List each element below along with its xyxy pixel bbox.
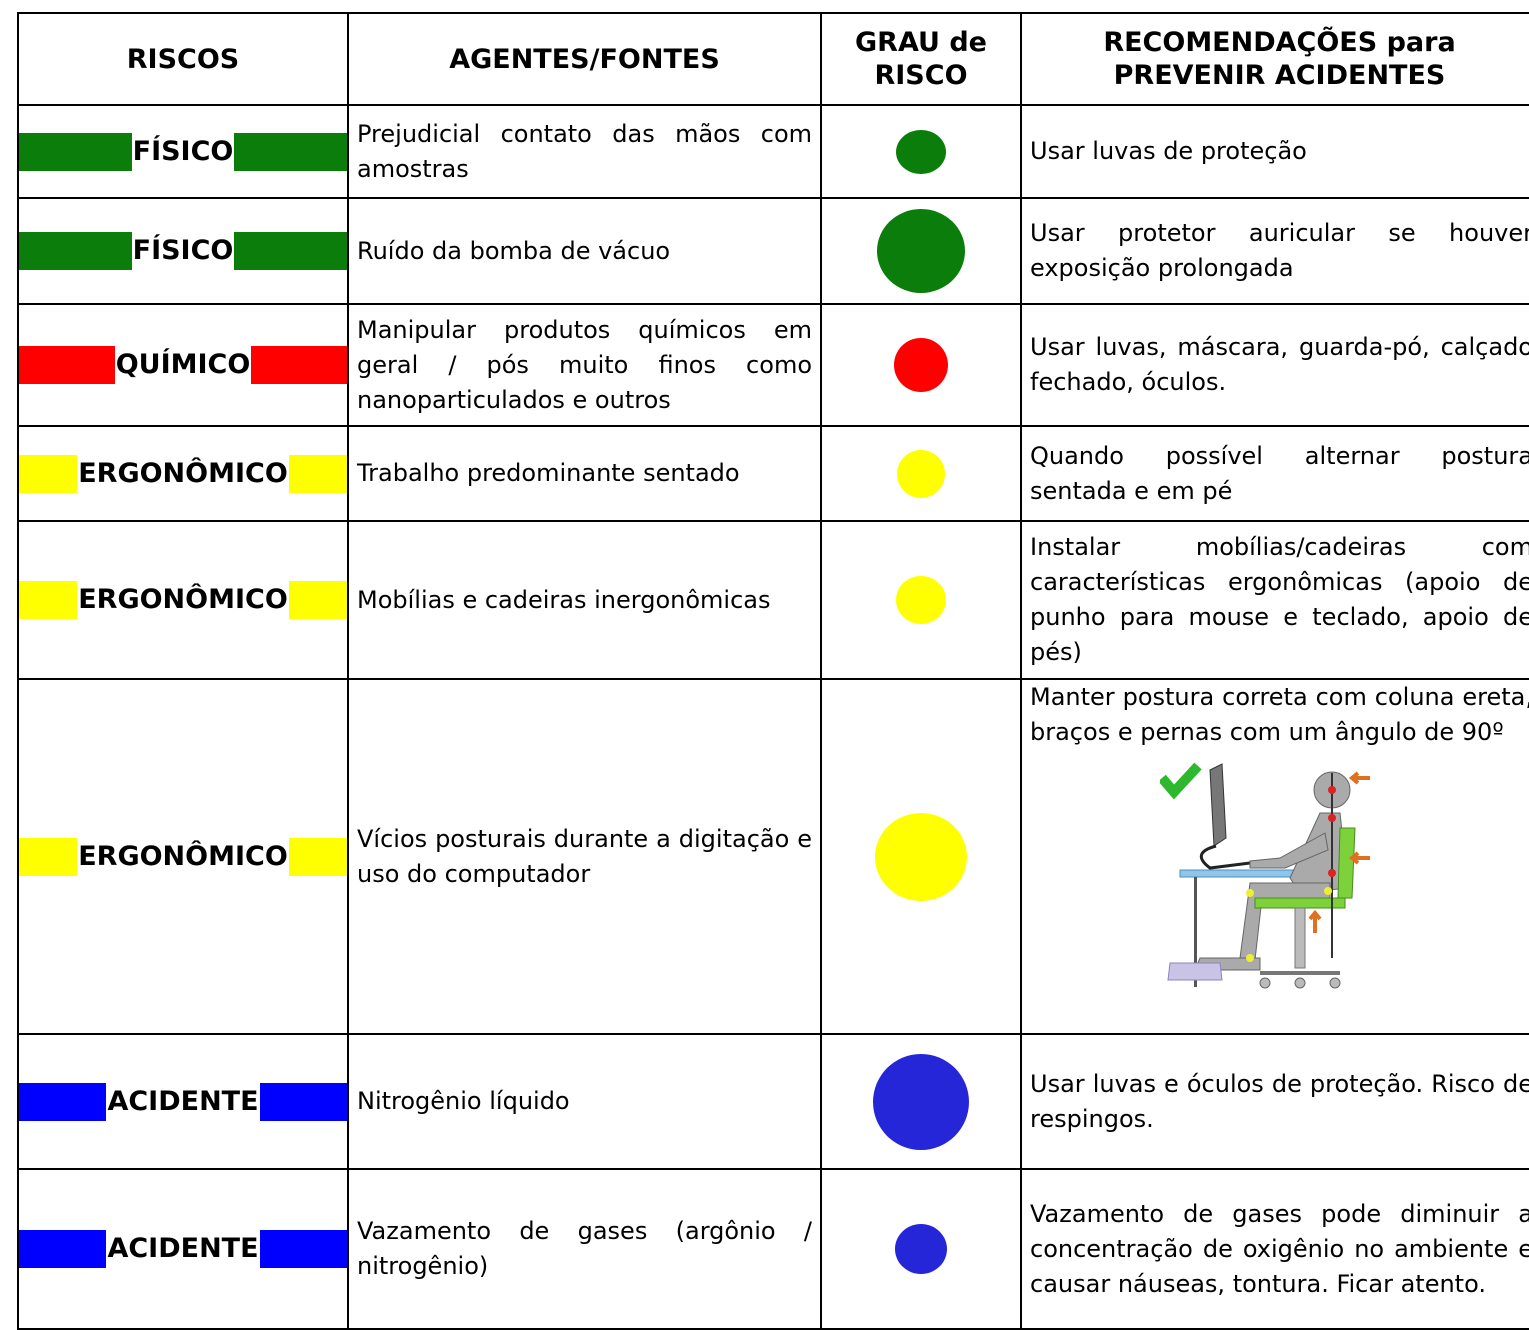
agent: Vazamento de gases (argônio / nitrogênio… [347,1168,822,1330]
risk-dot [894,338,948,392]
row: QUÍMICO Manipular produtos químicos em g… [17,303,1529,427]
chair [1337,827,1356,899]
risk-label: FÍSICO [131,232,235,270]
risk-label: QUÍMICO [114,346,252,384]
recommendation: Vazamento de gases pode diminuir a conce… [1020,1168,1529,1330]
risk-dot [873,1053,969,1150]
recommendation: Quando possível alternar postura sentada… [1020,425,1529,522]
row: ERGONÔMICO Mobílias e cadeiras inergonôm… [17,520,1529,680]
agent: Prejudicial contato das mãos com amostra… [347,104,822,199]
risk-label: FÍSICO [131,132,235,171]
monitor [1209,763,1227,847]
risk-label: ACIDENTE [106,1230,260,1268]
agent: Trabalho predominante sentado [347,425,822,522]
risk-dot [875,812,967,901]
header-cell: RISCOS [17,12,349,106]
recommendation: Instalar mobílias/cadeiras com caracterí… [1020,520,1529,680]
recommendation: Usar luvas, máscara, guarda-pó, calçado … [1020,303,1529,427]
recommendation: Manter postura correta com coluna ereta,… [1030,683,1529,746]
header-row: RISCOS AGENTES/FONTES GRAU de RISCO RECO… [17,12,1529,106]
agent: Vícios posturais durante a digitação e u… [347,678,822,1035]
agent: Manipular produtos químicos em geral / p… [347,303,822,427]
row: ACIDENTE Vazamento de gases (argônio / n… [17,1168,1529,1330]
risk-dot [897,449,945,498]
risk-dot [877,209,965,293]
risk-dot [895,1224,947,1274]
risk-dot [896,129,946,174]
row: ACIDENTE Nitrogênio líquido Usar luvas e… [17,1033,1529,1170]
risk-label: ACIDENTE [106,1082,260,1121]
risk-label: ERGONÔMICO [77,581,289,619]
desk [1179,869,1301,878]
row: FÍSICO Prejudicial contato das mãos com … [17,104,1529,199]
agent: Ruído da bomba de vácuo [347,197,822,305]
header-cell: AGENTES/FONTES [347,12,822,106]
check-mark [1160,762,1202,800]
posture-illustration [1160,762,1370,989]
row: FÍSICO Ruído da bomba de vácuo Usar prot… [17,197,1529,305]
risk-dot [896,576,946,624]
risk-label: ERGONÔMICO [77,837,289,876]
agent: Mobílias e cadeiras inergonômicas [347,520,822,680]
agent: Nitrogênio líquido [347,1033,822,1170]
recommendation: Usar protetor auricular se houver exposi… [1020,197,1529,305]
row: ERGONÔMICO Vícios posturais durante a di… [17,678,1529,1035]
row: ERGONÔMICO Trabalho predominante sentado… [17,425,1529,522]
header-cell: RECOMENDAÇÕES para PREVENIR ACIDENTES [1020,12,1529,106]
risk-label: ERGONÔMICO [77,454,289,493]
header-cell: GRAU de RISCO [820,12,1022,106]
recommendation: Usar luvas de proteção [1020,104,1529,199]
risk-table: RISCOS AGENTES/FONTES GRAU de RISCO RECO… [17,12,1529,1330]
recommendation: Usar luvas e óculos de proteção. Risco d… [1020,1033,1529,1170]
